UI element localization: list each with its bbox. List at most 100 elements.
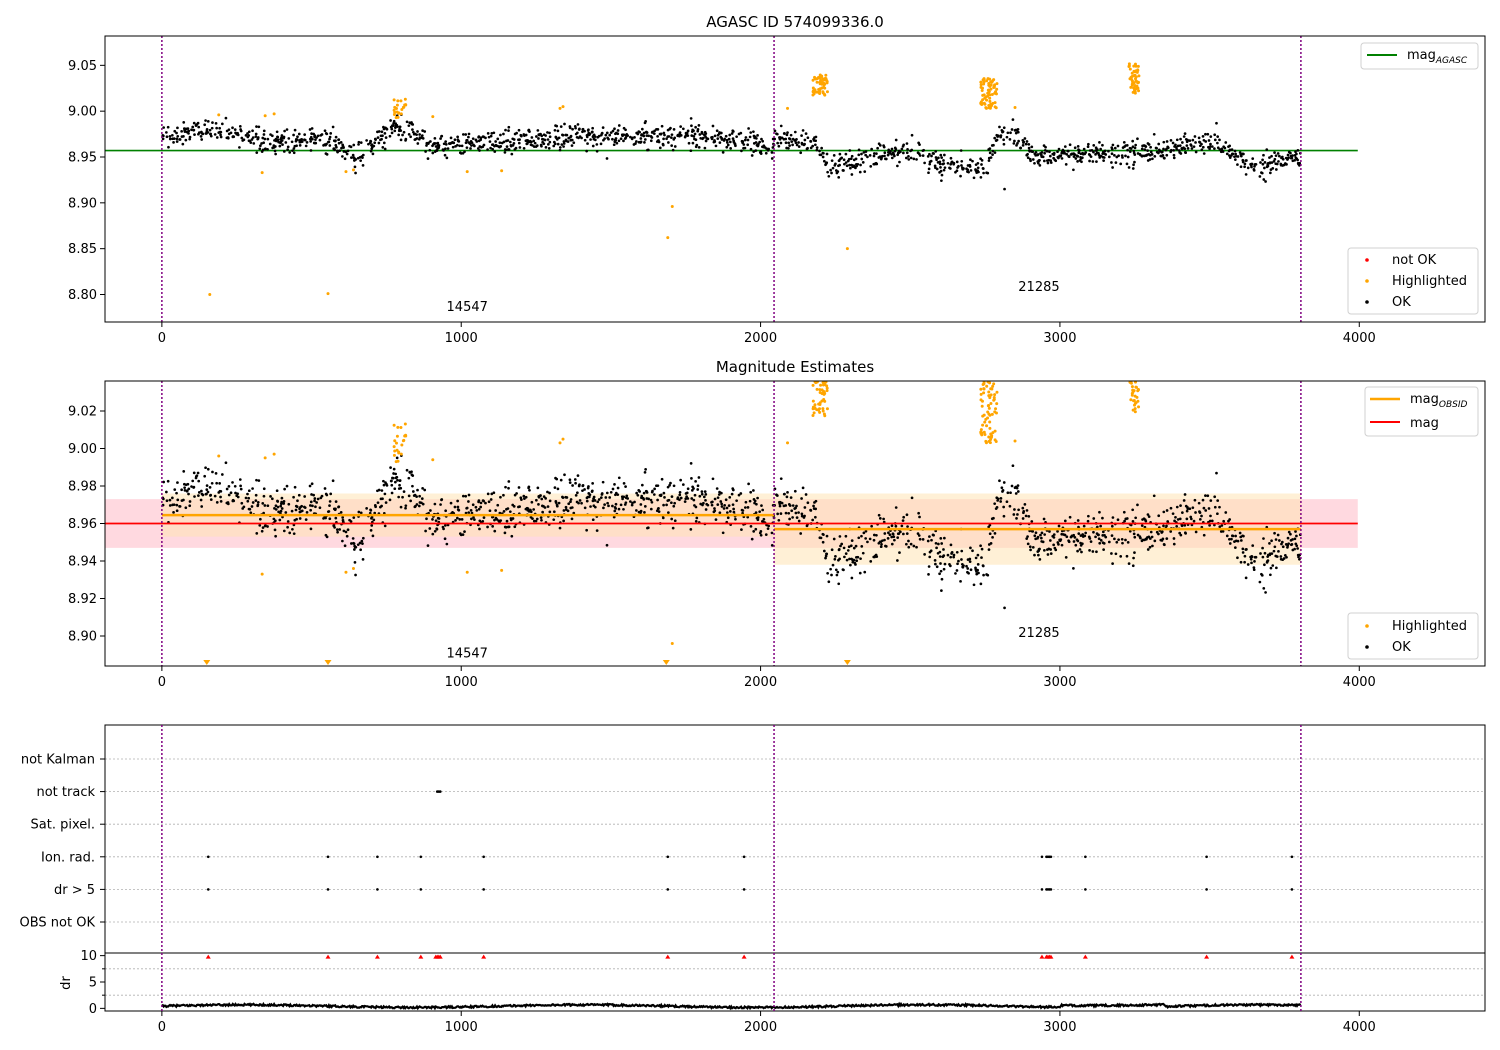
ok-point bbox=[679, 134, 683, 137]
ok-point bbox=[226, 502, 230, 506]
ok-point bbox=[713, 507, 716, 510]
clipped-high-marker bbox=[1039, 954, 1045, 959]
ok-point bbox=[180, 488, 183, 492]
flag-point bbox=[1084, 888, 1087, 891]
ok-point bbox=[380, 504, 383, 508]
ok-point bbox=[657, 140, 661, 144]
ok-point bbox=[354, 545, 358, 549]
ok-point bbox=[339, 141, 343, 144]
ok-point bbox=[788, 517, 791, 521]
ok-point bbox=[390, 479, 393, 483]
ok-point bbox=[1117, 538, 1120, 542]
ok-point bbox=[464, 141, 468, 145]
ok-point bbox=[280, 500, 283, 504]
ok-point bbox=[232, 499, 236, 503]
ok-point bbox=[532, 508, 536, 511]
ok-point bbox=[1250, 162, 1254, 166]
ok-point bbox=[656, 484, 660, 488]
ok-point bbox=[822, 159, 826, 163]
ok-point bbox=[467, 511, 471, 514]
ok-point bbox=[556, 129, 560, 133]
ok-point bbox=[517, 486, 521, 489]
ok-point bbox=[1258, 175, 1262, 178]
ok-point bbox=[727, 504, 731, 507]
ok-point bbox=[693, 493, 697, 497]
ok-point bbox=[377, 141, 381, 145]
ok-point bbox=[215, 136, 219, 139]
ok-point bbox=[244, 133, 248, 137]
ok-point bbox=[686, 497, 690, 500]
ok-point bbox=[734, 144, 737, 148]
ok-point bbox=[749, 490, 753, 494]
ok-point bbox=[461, 533, 465, 537]
highlighted-point bbox=[1137, 89, 1141, 93]
highlighted-point bbox=[818, 410, 822, 414]
ok-point bbox=[770, 151, 774, 154]
ok-point bbox=[591, 144, 595, 148]
ok-point bbox=[1049, 548, 1052, 551]
ok-point bbox=[821, 540, 825, 544]
ok-point bbox=[568, 481, 572, 484]
ok-point bbox=[286, 148, 289, 152]
ok-point bbox=[566, 140, 570, 143]
ok-point bbox=[385, 484, 389, 487]
ok-point bbox=[310, 493, 313, 496]
highlighted-point bbox=[326, 292, 330, 296]
ok-point bbox=[1201, 498, 1205, 502]
y-tick-label: 8.90 bbox=[68, 630, 97, 645]
ok-point bbox=[204, 466, 207, 470]
ok-point bbox=[247, 489, 251, 493]
ok-point bbox=[232, 135, 236, 139]
ok-point bbox=[1081, 156, 1084, 160]
ok-point bbox=[524, 133, 528, 137]
ok-point bbox=[167, 145, 170, 149]
ok-point bbox=[1218, 148, 1222, 151]
ok-point bbox=[279, 504, 283, 508]
ok-point bbox=[583, 129, 586, 133]
ok-point bbox=[504, 485, 507, 489]
ok-point bbox=[1089, 540, 1093, 543]
clipped-low-marker bbox=[843, 660, 851, 665]
ok-point bbox=[634, 140, 638, 143]
ok-point bbox=[553, 142, 557, 146]
ok-point bbox=[894, 147, 898, 151]
y-tick-label: 8.92 bbox=[68, 592, 97, 607]
ok-point bbox=[559, 125, 563, 128]
ok-point bbox=[605, 131, 609, 135]
ok-point bbox=[1063, 519, 1067, 523]
ok-point bbox=[234, 491, 237, 495]
ok-point bbox=[754, 141, 758, 144]
ok-point bbox=[986, 171, 990, 175]
ok-point bbox=[1025, 537, 1029, 540]
ok-point bbox=[822, 533, 825, 537]
ok-point bbox=[685, 131, 689, 135]
ok-point bbox=[864, 529, 868, 533]
ok-point bbox=[1021, 517, 1025, 520]
ok-point bbox=[1031, 530, 1035, 533]
ok-point bbox=[420, 497, 424, 500]
ok-point bbox=[1259, 552, 1262, 555]
ok-point bbox=[376, 501, 380, 505]
ok-point bbox=[540, 518, 543, 522]
highlighted-point bbox=[987, 90, 991, 94]
ok-point bbox=[298, 517, 302, 520]
ok-point bbox=[1043, 548, 1046, 552]
highlighted-point bbox=[994, 411, 998, 415]
ok-point bbox=[502, 140, 506, 144]
ok-point bbox=[562, 142, 566, 145]
ok-point bbox=[1041, 155, 1045, 159]
ok-point bbox=[191, 479, 195, 483]
ok-point bbox=[887, 148, 891, 152]
ok-point bbox=[905, 542, 908, 546]
ok-point bbox=[556, 142, 560, 146]
ok-point bbox=[716, 503, 720, 506]
ok-point bbox=[208, 128, 212, 132]
ok-point bbox=[1151, 544, 1154, 548]
ok-point bbox=[498, 511, 502, 515]
ok-point bbox=[562, 145, 565, 148]
ok-point bbox=[1045, 149, 1049, 153]
ok-point bbox=[486, 131, 490, 135]
ok-point bbox=[369, 149, 373, 153]
ok-point bbox=[875, 162, 879, 166]
ok-point bbox=[613, 509, 617, 513]
